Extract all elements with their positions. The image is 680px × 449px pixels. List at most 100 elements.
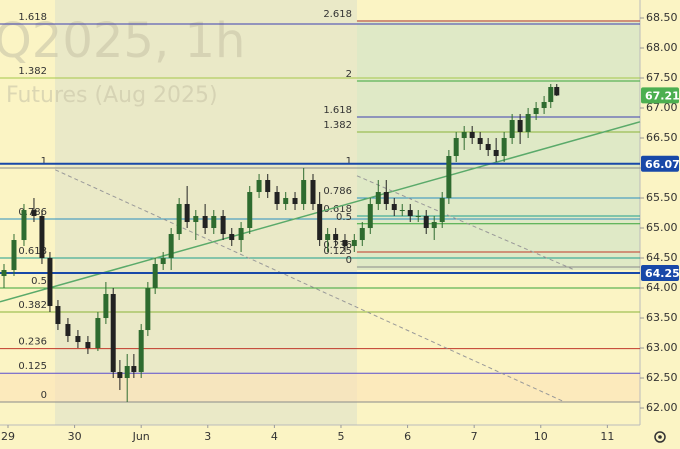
candle-body (501, 138, 507, 157)
fib-label: 0.382 (18, 300, 47, 311)
candle-body (310, 180, 316, 205)
y-tick-label: 65.00 (646, 221, 678, 234)
candle-body (407, 210, 413, 217)
y-tick-label: 66.50 (646, 131, 678, 144)
candle-body (117, 372, 123, 379)
x-tick-label: 30 (68, 430, 82, 443)
candle-body (211, 216, 217, 229)
x-tick-label: 5 (337, 430, 344, 443)
x-tick-label: 6 (404, 430, 411, 443)
gear-center[interactable] (658, 435, 662, 439)
candle-body (31, 210, 37, 217)
candle-body (247, 192, 253, 229)
watermark-sub: Futures (Aug 2025) (6, 83, 218, 108)
y-tick-label: 68.00 (646, 41, 678, 54)
candle-body (176, 204, 182, 235)
candle-body (391, 204, 397, 211)
fib-label: 0.125 (18, 361, 47, 372)
candle-body (21, 210, 27, 241)
fib-label: 2 (346, 69, 352, 80)
fib-label: 0 (346, 255, 352, 266)
trend-line (55, 169, 565, 403)
fib-label: 1 (346, 156, 352, 167)
x-tick-label: Jun (132, 430, 150, 443)
x-tick-label: 10 (534, 430, 548, 443)
fib-label: 1.618 (18, 12, 47, 23)
candle-body (325, 234, 331, 241)
y-tick-label: 67.50 (646, 71, 678, 84)
candle-body (469, 132, 475, 139)
candle-body (131, 366, 137, 373)
candle-body (439, 198, 445, 223)
candle-body (229, 234, 235, 241)
candle-body (554, 87, 560, 96)
candle-body (359, 228, 365, 241)
fib-label: 1.382 (323, 120, 352, 131)
fib-label: 0.5 (336, 212, 352, 223)
candle-body (220, 216, 226, 235)
candle-body (453, 138, 459, 157)
fib-label: 1.382 (18, 66, 47, 77)
fib-label: 0.125 (323, 246, 352, 257)
candle-body (446, 156, 452, 199)
fib-label: 1.618 (323, 105, 352, 116)
candle-body (292, 198, 298, 205)
candle-body (95, 318, 101, 349)
range-shade (357, 20, 640, 270)
x-tick-label: 11 (600, 430, 614, 443)
candle-body (383, 192, 389, 205)
candle-body (1, 270, 7, 277)
candle-body (103, 294, 109, 319)
candle-body (301, 180, 307, 205)
candle-body (541, 102, 547, 109)
candle-body (85, 342, 91, 349)
y-tick-label: 62.00 (646, 401, 678, 414)
level-badge-label: 66.07 (645, 158, 680, 171)
candle-body (184, 204, 190, 223)
candle-body (75, 336, 81, 343)
candle-body (274, 192, 280, 205)
candle-body (431, 222, 437, 229)
candle-body (193, 216, 199, 223)
y-tick-label: 63.00 (646, 341, 678, 354)
fib-label: 0.5 (31, 276, 47, 287)
candle-body (238, 228, 244, 241)
band-shade (0, 373, 640, 402)
candle-body (509, 120, 515, 139)
candle-body (351, 240, 357, 247)
y-tick-label: 64.50 (646, 251, 678, 264)
gear[interactable] (654, 431, 666, 443)
fib-label: 1 (41, 156, 47, 167)
candle-body (367, 204, 373, 229)
candle-body (533, 108, 539, 115)
x-tick-label: 3 (204, 430, 211, 443)
candle-body (493, 150, 499, 157)
level-badge (641, 265, 679, 282)
candle-body (342, 240, 348, 247)
range-shade (55, 0, 357, 425)
candle-body (283, 198, 289, 205)
fib-label: 0.618 (323, 204, 352, 215)
candle-body (124, 366, 130, 379)
y-tick-label: 65.50 (646, 191, 678, 204)
candle-body (265, 180, 271, 193)
settings-icon[interactable] (654, 431, 666, 443)
fib-label: 0.618 (18, 246, 47, 257)
candle-body (548, 87, 554, 103)
y-tick-label: 63.50 (646, 311, 678, 324)
level-badge (641, 155, 679, 172)
candle-body (39, 216, 45, 259)
last-price-badge (641, 87, 679, 104)
candle-body (65, 324, 71, 337)
trend-line (356, 175, 575, 271)
level-badge-label: 64.25 (645, 267, 680, 280)
candle-body (461, 132, 467, 139)
x-tick-label: 29 (1, 430, 15, 443)
candle-body (399, 210, 405, 212)
candle-body (11, 240, 17, 271)
candle-body (202, 216, 208, 229)
candle-body (485, 144, 491, 151)
fib-label: 0.786 (323, 186, 352, 197)
fib-label: 0.236 (323, 240, 352, 251)
